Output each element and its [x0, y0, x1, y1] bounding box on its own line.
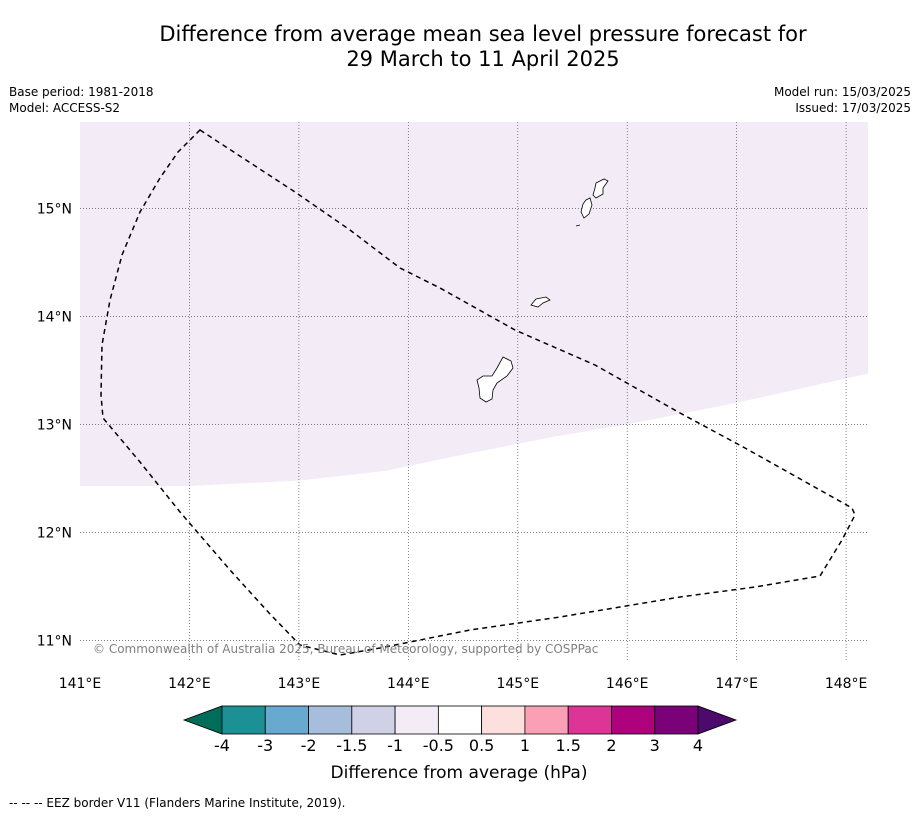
colorbar: -4 -3 -2 -1.5 -1 -0.5 0.5 1 1.5 2 3 4 — [182, 705, 738, 755]
graticule — [80, 122, 868, 662]
colorbar-swatch — [524, 705, 569, 735]
colorbar-tick-label: 4 — [693, 736, 703, 755]
longitude-label: 141°E — [59, 676, 102, 692]
latitude-labels: 11°N 12°N 13°N 14°N 15°N — [37, 201, 72, 649]
longitude-label: 148°E — [825, 676, 868, 692]
longitude-label: 142°E — [168, 676, 211, 692]
eez-legend-footnote: -- -- -- EEZ border V11 (Flanders Marine… — [9, 796, 346, 810]
colorbar-swatch — [264, 705, 309, 735]
colorbar-tick-label: -1.5 — [336, 736, 367, 755]
latitude-label: 12°N — [37, 525, 72, 541]
title-line-1: Difference from average mean sea level p… — [159, 22, 807, 46]
longitude-labels: 141°E 142°E 143°E 144°E 145°E 146°E 147°E 148°E — [59, 676, 868, 692]
colorbar-label: Difference from average (hPa) — [331, 763, 588, 783]
latitude-label: 15°N — [37, 201, 72, 217]
colorbar-tick-label: -4 — [214, 736, 230, 755]
latitude-label: 13°N — [37, 417, 72, 433]
colorbar-swatch — [437, 705, 483, 735]
colorbar-tick-label: 3 — [650, 736, 660, 755]
longitude-label: 145°E — [496, 676, 539, 692]
colorbar-tick-label: -2 — [301, 736, 317, 755]
eez-border — [100, 129, 856, 656]
latitude-label: 11°N — [37, 633, 72, 649]
map-title: Difference from average mean sea level p… — [0, 22, 919, 72]
colorbar-tick-label: -0.5 — [423, 736, 454, 755]
map-frame — [80, 122, 868, 662]
colorbar-tick-label: 1 — [520, 736, 530, 755]
colorbar-swatch — [611, 705, 656, 735]
base-period: Base period: 1981-2018 — [9, 85, 154, 99]
issued-date: Issued: 17/03/2025 — [795, 101, 911, 115]
model-name: Model: ACCESS-S2 — [9, 101, 121, 115]
colorbar-swatch — [567, 705, 612, 735]
longitude-label: 143°E — [278, 676, 321, 692]
model-run: Model run: 15/03/2025 — [773, 85, 911, 99]
colorbar-tick-label: -3 — [257, 736, 273, 755]
longitude-label: 146°E — [606, 676, 649, 692]
longitude-label: 147°E — [715, 676, 758, 692]
shaded-region — [80, 122, 868, 486]
title-line-2: 29 March to 11 April 2025 — [346, 47, 620, 71]
colorbar-swatch — [654, 705, 699, 735]
island-tinian — [580, 197, 593, 219]
latitude-label: 14°N — [37, 309, 72, 325]
island-saipan — [592, 178, 609, 199]
islands — [476, 178, 609, 403]
island-guam — [476, 356, 514, 403]
island-aguijan — [575, 224, 581, 227]
colorbar-swatch — [308, 705, 353, 735]
colorbar-tick-label: 1.5 — [555, 736, 580, 755]
colorbar-tick-label: 2 — [606, 736, 616, 755]
copyright-notice: © Commonwealth of Australia 2025, Bureau… — [93, 642, 598, 656]
colorbar-tick-label: 0.5 — [469, 736, 494, 755]
colorbar-extend-low — [182, 705, 223, 735]
colorbar-tick-label: -1 — [387, 736, 403, 755]
island-rota — [530, 296, 551, 308]
colorbar-swatch — [351, 705, 396, 735]
longitude-label: 144°E — [387, 676, 430, 692]
colorbar-extend-high — [697, 705, 738, 735]
meta-left: Base period: 1981-2018 Model: ACCESS-S2 — [9, 84, 154, 116]
meta-right: Model run: 15/03/2025 Issued: 17/03/2025 — [774, 84, 911, 116]
colorbar-swatch — [221, 705, 266, 735]
colorbar-swatch — [481, 705, 526, 735]
colorbar-swatch — [394, 705, 439, 735]
